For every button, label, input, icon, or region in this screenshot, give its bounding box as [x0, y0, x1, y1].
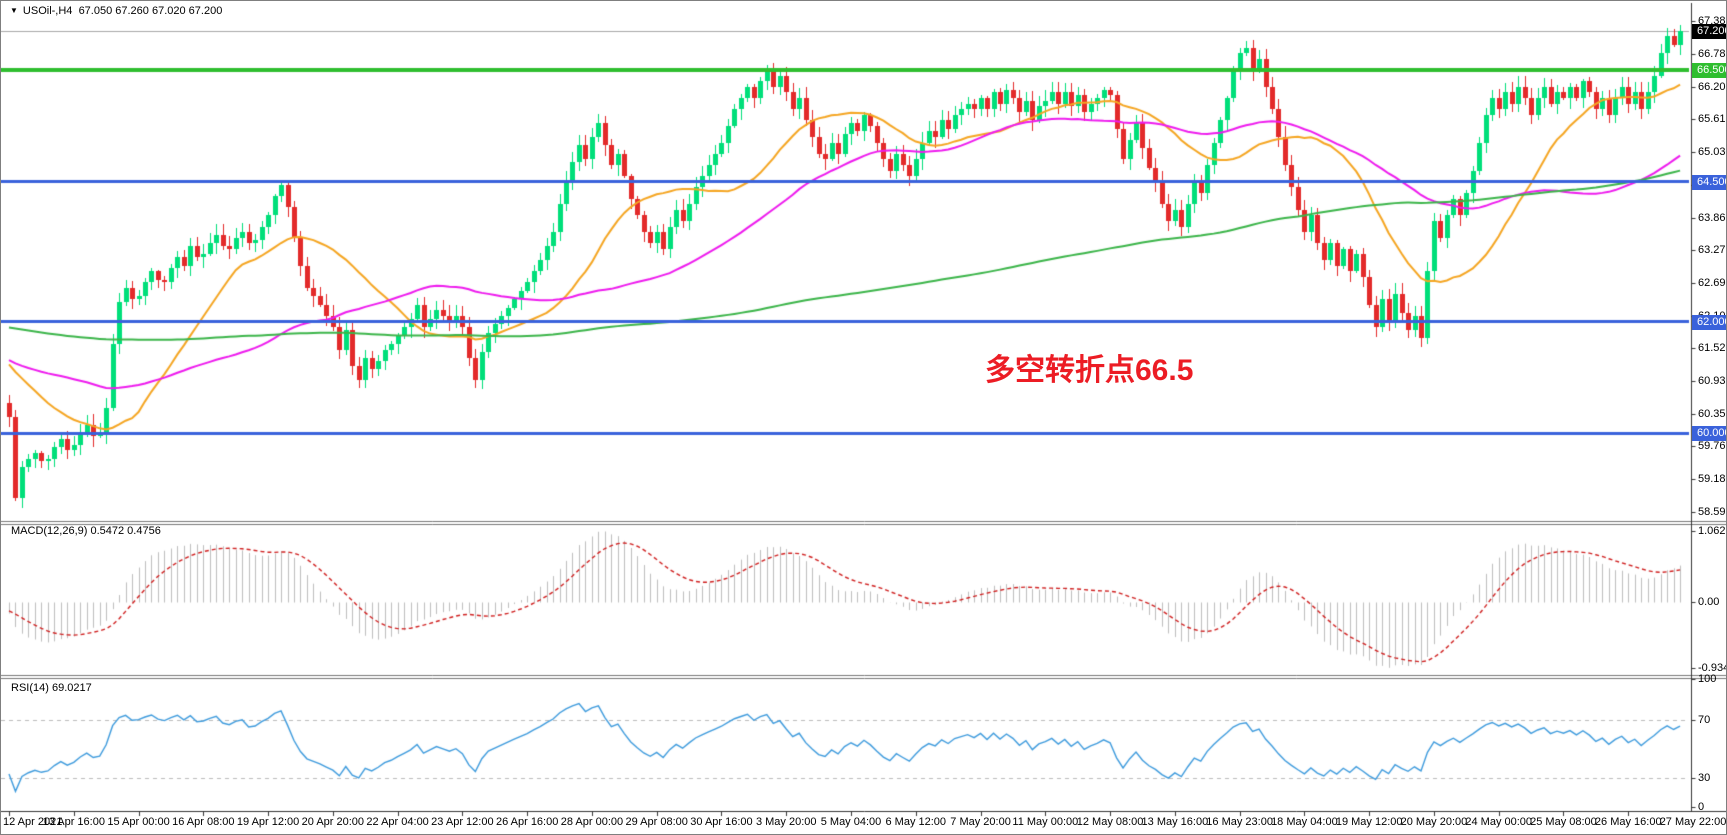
- chart-title[interactable]: ▼ USOil-,H4 67.050 67.260 67.020 67.200: [10, 5, 222, 17]
- symbol-timeframe-label: USOil-,H4: [22, 5, 73, 17]
- symbol-dropdown-icon[interactable]: ▼: [10, 6, 18, 15]
- hline-price-label-66.500[interactable]: 66.500: [1692, 63, 1726, 78]
- ohlc-values: 67.050 67.260 67.020 67.200: [78, 5, 223, 17]
- current-price-label: 67.200: [1692, 24, 1726, 39]
- trend-annotation[interactable]: 多空转折点66.5: [985, 354, 1194, 387]
- hline-price-label-64.500[interactable]: 64.500: [1692, 175, 1726, 190]
- hline-price-label-62.000[interactable]: 62.000: [1692, 315, 1726, 330]
- hline-price-label-60.000[interactable]: 60.000: [1692, 426, 1726, 441]
